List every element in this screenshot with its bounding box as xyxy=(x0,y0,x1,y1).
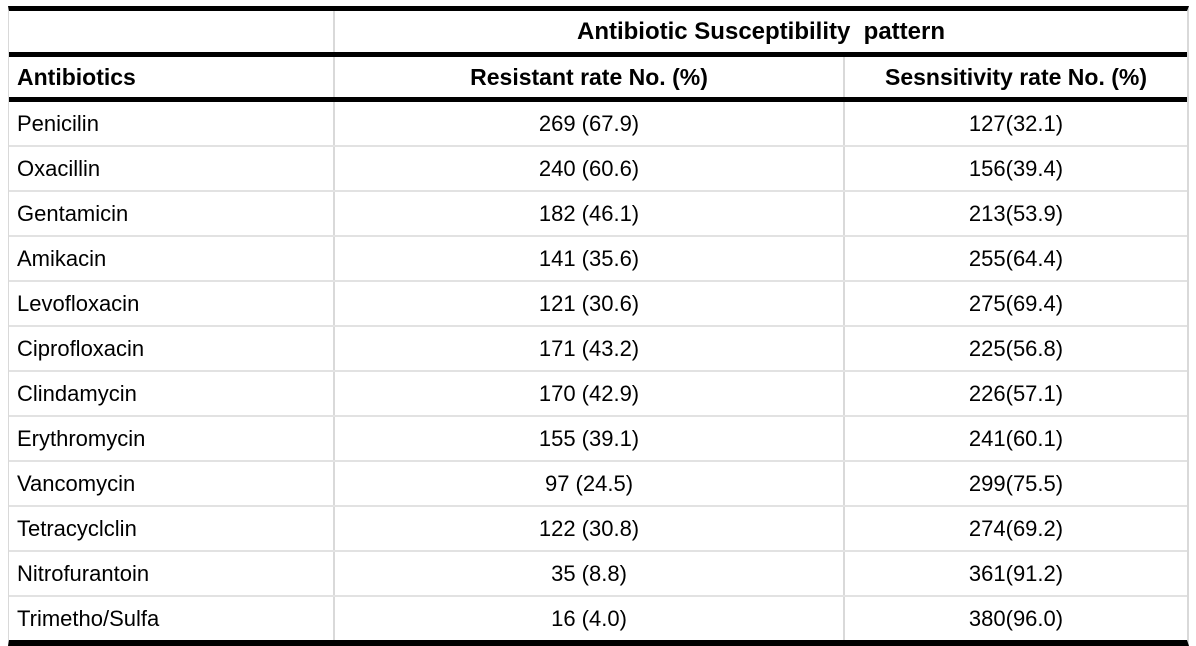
sensitivity-value: 299(75.5) xyxy=(968,470,1064,496)
table-row: Amikacin 141 (35.6) 255(64.4) xyxy=(9,237,1187,282)
antibiotic-name: Oxacillin xyxy=(9,147,335,190)
column-header-row: Antibiotics Resistant rate No. (%) Sesns… xyxy=(9,57,1187,97)
table-row: Tetracyclclin 122 (30.8) 274(69.2) xyxy=(9,507,1187,552)
table-row: Erythromycin 155 (39.1) 241(60.1) xyxy=(9,417,1187,462)
table-title-row: Antibiotic Susceptibility pattern xyxy=(9,11,1187,52)
sensitivity-value: 380(96.0) xyxy=(968,605,1064,631)
resistant-value: 240 (60.6) xyxy=(335,147,845,190)
antibiotic-name: Ciprofloxacin xyxy=(9,327,335,370)
table-title: Antibiotic Susceptibility pattern xyxy=(576,17,946,45)
resistant-value: 182 (46.1) xyxy=(335,192,845,235)
antibiotic-name: Penicilin xyxy=(9,102,335,145)
antibiotic-name: Trimetho/Sulfa xyxy=(9,597,335,640)
sensitivity-value: 226(57.1) xyxy=(968,380,1064,406)
divider-rule xyxy=(9,52,1187,57)
sensitivity-value: 274(69.2) xyxy=(968,515,1064,541)
antibiotic-name: Clindamycin xyxy=(9,372,335,415)
resistant-value: 121 (30.6) xyxy=(335,282,845,325)
antibiotic-name: Erythromycin xyxy=(9,417,335,460)
resistant-value: 269 (67.9) xyxy=(335,102,845,145)
table-row: Nitrofurantoin 35 (8.8) 361(91.2) xyxy=(9,552,1187,597)
sensitivity-value: 127(32.1) xyxy=(968,110,1064,136)
table-row: Clindamycin 170 (42.9) 226(57.1) xyxy=(9,372,1187,417)
resistant-value: 170 (42.9) xyxy=(335,372,845,415)
table-row: Levofloxacin 121 (30.6) 275(69.4) xyxy=(9,282,1187,327)
resistant-value: 35 (8.8) xyxy=(335,552,845,595)
antibiotic-name: Nitrofurantoin xyxy=(9,552,335,595)
table-row: Penicilin 269 (67.9) 127(32.1) xyxy=(9,102,1187,147)
table-row: Oxacillin 240 (60.6) 156(39.4) xyxy=(9,147,1187,192)
antibiotic-name: Amikacin xyxy=(9,237,335,280)
table-row: Vancomycin 97 (24.5) 299(75.5) xyxy=(9,462,1187,507)
antibiotic-name: Levofloxacin xyxy=(9,282,335,325)
antibiotic-name: Gentamicin xyxy=(9,192,335,235)
sensitivity-value: 213(53.9) xyxy=(968,200,1064,226)
sensitivity-value: 275(69.4) xyxy=(968,290,1064,316)
resistant-value: 97 (24.5) xyxy=(335,462,845,505)
table-row: Ciprofloxacin 171 (43.2) 225(56.8) xyxy=(9,327,1187,372)
column-header-sensitivity: Sesnsitivity rate No. (%) xyxy=(884,63,1148,90)
sensitivity-value: 156(39.4) xyxy=(968,155,1064,181)
sensitivity-value: 241(60.1) xyxy=(968,425,1064,451)
empty-header-cell xyxy=(9,11,335,52)
resistant-value: 16 (4.0) xyxy=(335,597,845,640)
column-header-resistant: Resistant rate No. (%) xyxy=(335,57,845,97)
resistant-value: 122 (30.8) xyxy=(335,507,845,550)
antibiotic-susceptibility-table: Antibiotic Susceptibility pattern Antibi… xyxy=(8,6,1189,646)
antibiotic-name: Vancomycin xyxy=(9,462,335,505)
sensitivity-value: 225(56.8) xyxy=(968,335,1064,361)
resistant-value: 155 (39.1) xyxy=(335,417,845,460)
sensitivity-value: 255(64.4) xyxy=(968,245,1064,271)
table-row: Gentamicin 182 (46.1) 213(53.9) xyxy=(9,192,1187,237)
resistant-value: 141 (35.6) xyxy=(335,237,845,280)
table-row: Trimetho/Sulfa 16 (4.0) 380(96.0) xyxy=(9,597,1187,640)
antibiotic-name: Tetracyclclin xyxy=(9,507,335,550)
divider-rule xyxy=(9,97,1187,102)
resistant-value: 171 (43.2) xyxy=(335,327,845,370)
sensitivity-value: 361(91.2) xyxy=(968,560,1064,586)
column-header-antibiotics: Antibiotics xyxy=(9,57,335,97)
